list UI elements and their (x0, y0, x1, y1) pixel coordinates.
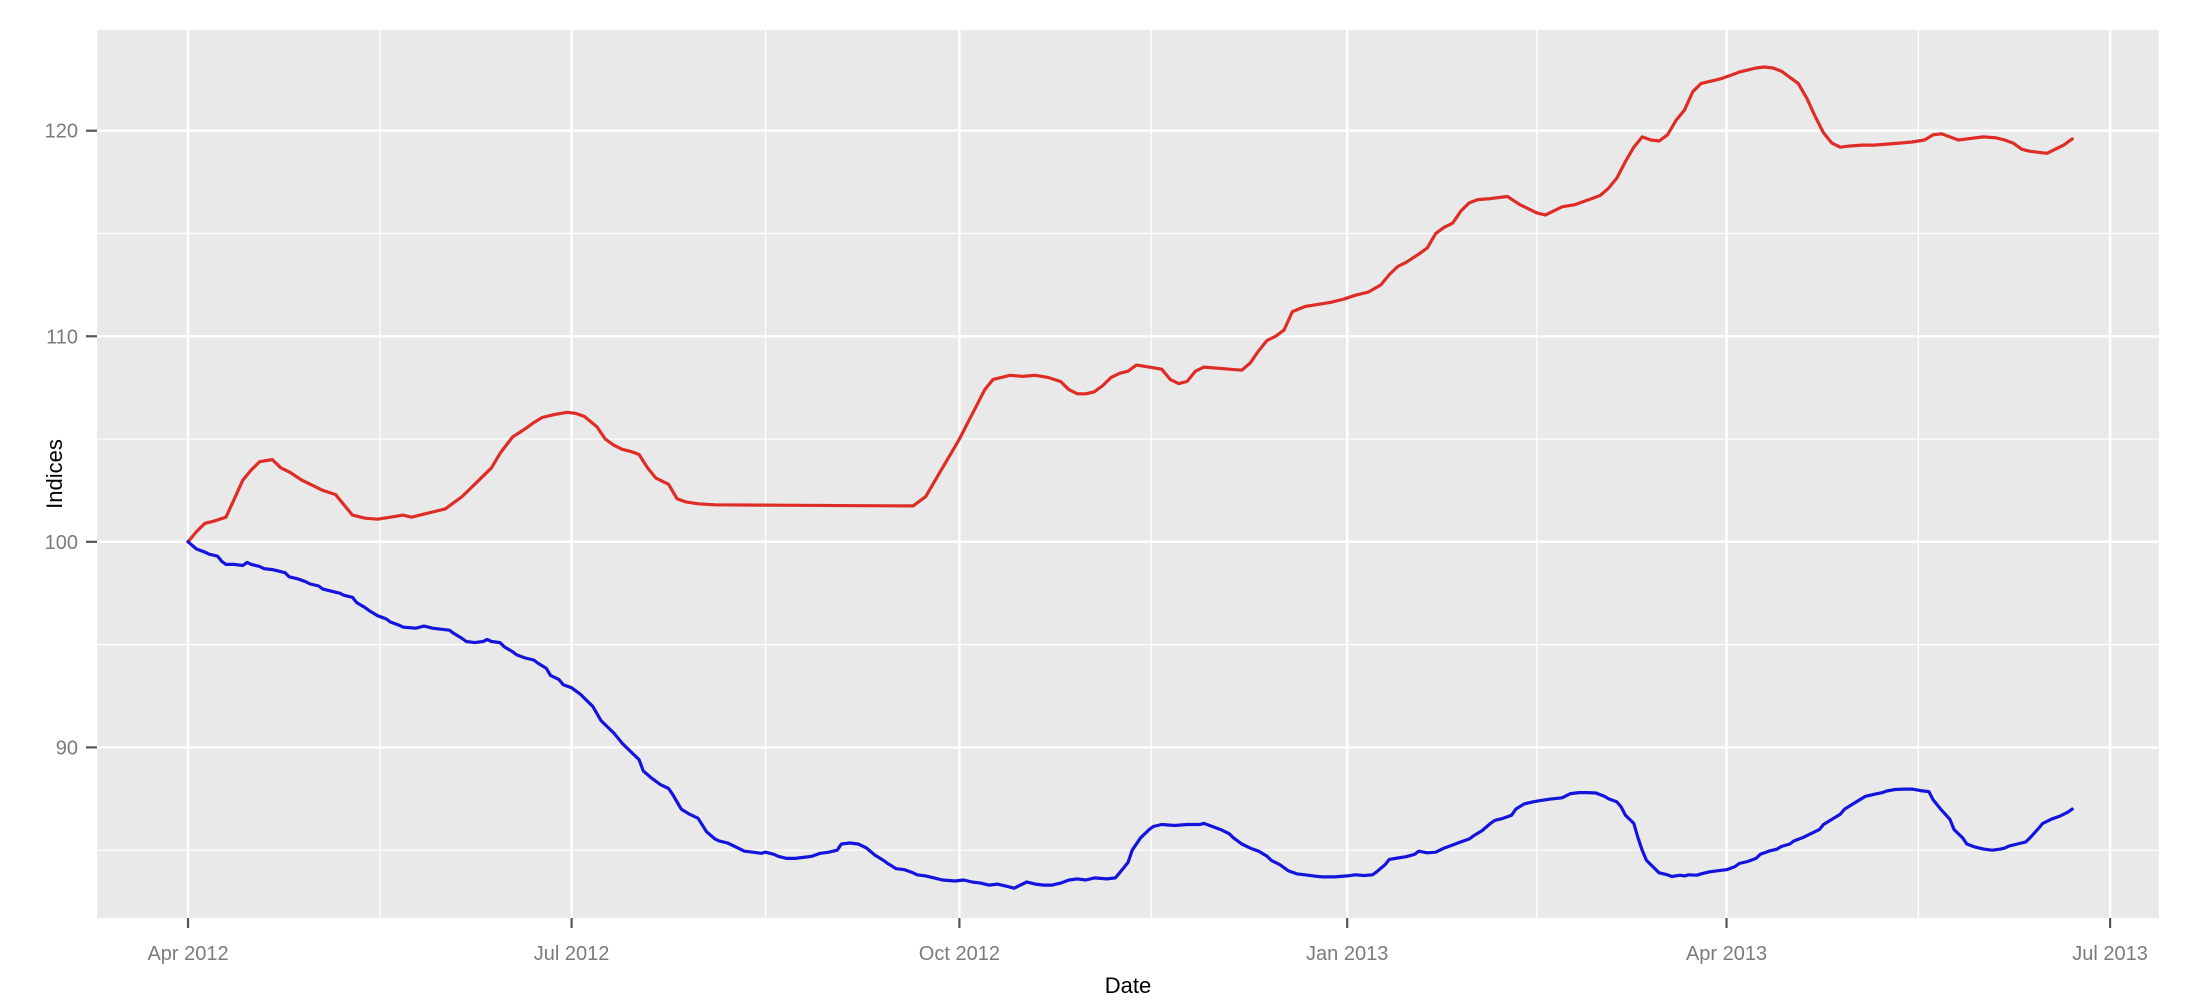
x-axis-title: Date (1105, 973, 1151, 998)
x-tick-label: Oct 2012 (919, 943, 1000, 965)
gridlines (97, 30, 2159, 918)
y-tick-label: 90 (56, 737, 78, 759)
x-tick-label: Jul 2012 (534, 943, 610, 965)
blue-line (186, 540, 2074, 890)
x-tick-label: Jan 2013 (1306, 943, 1388, 965)
y-axis-title: Indices (42, 439, 67, 509)
data-series (186, 65, 2074, 890)
panel-background (97, 30, 2159, 918)
red-line (186, 65, 2074, 544)
y-tick-label: 100 (45, 532, 78, 554)
y-tick-label: 110 (46, 326, 78, 348)
axis-tick-labels: 90 100 110 120 Apr 2012 Jul 2012 Oct 2012 Jan 2… (45, 121, 2148, 965)
x-tick-label: Jul 2013 (2072, 943, 2148, 965)
plot-panel (97, 30, 2159, 918)
y-tick-label: 120 (45, 121, 78, 143)
axis-ticks (86, 129, 2112, 928)
x-tick-label: Apr 2013 (1686, 943, 1767, 965)
x-tick-label: Apr 2012 (147, 943, 228, 965)
